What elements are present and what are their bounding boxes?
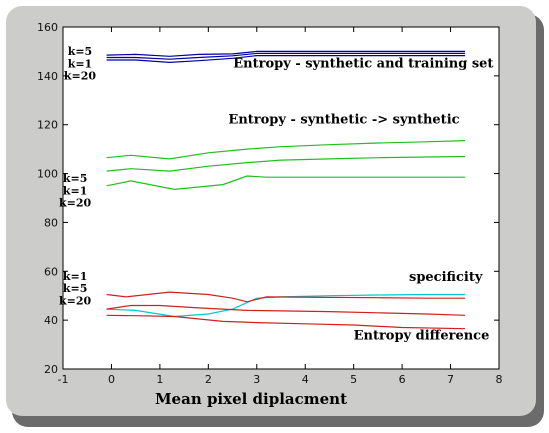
k-label: k=20 [64, 70, 96, 83]
x-tick-label: 0 [108, 373, 115, 386]
x-tick-label: 2 [205, 373, 212, 386]
chart-labels: Entropy - synthetic and training set Entr… [59, 45, 493, 344]
series-line [106, 304, 466, 316]
series-line [106, 293, 466, 318]
k-label: k=20 [59, 294, 91, 307]
x-tick-label: 5 [350, 373, 357, 386]
k-label: k=5 [63, 172, 88, 185]
series-line [106, 314, 466, 330]
annotation-label: Entropy - synthetic -> synthetic [228, 112, 459, 127]
axis-ticks: -1 0 1 2 3 4 5 6 7 8 20 40 60 80 100 120 140 160 [37, 21, 503, 386]
k-label: k=1 [63, 270, 88, 283]
y-tick-label: 80 [44, 216, 58, 229]
y-tick-label: 60 [44, 265, 58, 278]
series-lines [106, 50, 466, 330]
plot-area [62, 26, 500, 370]
x-tick-label: 1 [156, 373, 163, 386]
x-axis-title: Mean pixel diplacment [155, 390, 347, 408]
x-tick-label: 7 [447, 373, 454, 386]
x-tick-label: 6 [399, 373, 406, 386]
y-tick-label: 160 [37, 21, 58, 34]
series-line [106, 54, 466, 64]
x-tick-label: 3 [253, 373, 260, 386]
annotation-label: Entropy difference [354, 329, 490, 344]
y-tick-label: 100 [37, 168, 58, 181]
series-line [106, 140, 466, 160]
k-label: k=5 [68, 45, 93, 58]
y-tick-label: 120 [37, 119, 58, 132]
series-line [106, 50, 466, 57]
annotation-label: specificity [409, 270, 483, 285]
k-label: k=20 [59, 197, 91, 210]
y-tick-label: 40 [44, 314, 58, 327]
x-tick-label: 4 [302, 373, 309, 386]
y-tick-label: 140 [37, 70, 58, 83]
k-label: k=1 [68, 57, 93, 70]
k-label: k=1 [63, 184, 88, 197]
y-tick-label: 20 [44, 363, 58, 376]
x-tick-label: -1 [58, 373, 69, 386]
x-tick-label: 8 [496, 373, 503, 386]
series-line [106, 291, 466, 303]
series-line [106, 52, 466, 60]
k-label: k=5 [63, 282, 88, 295]
series-line [106, 175, 466, 191]
series-line [106, 155, 466, 172]
annotation-label: Entropy - synthetic and training set [233, 56, 493, 71]
